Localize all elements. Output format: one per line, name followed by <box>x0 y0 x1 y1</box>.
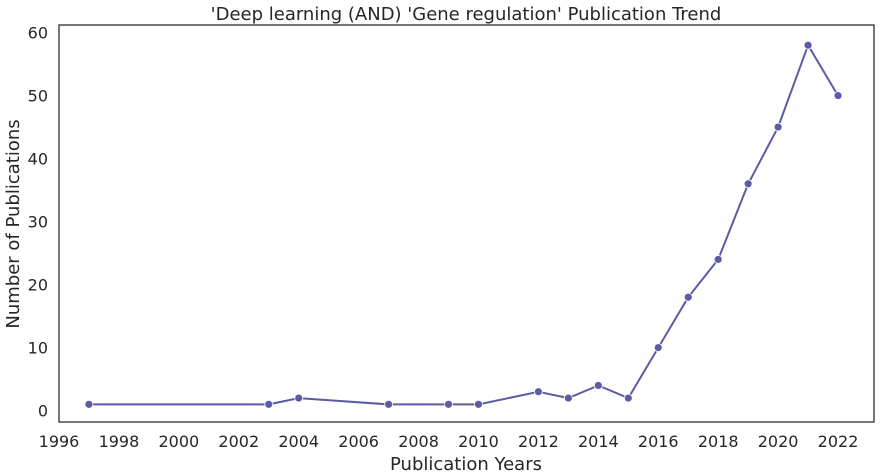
y-tick-label: 20 <box>28 276 48 295</box>
plot-frame <box>59 25 874 422</box>
axis-ticks: 1996199820002002200420062008201020122014… <box>28 24 859 451</box>
plot-area <box>85 41 842 408</box>
y-tick-label: 0 <box>38 402 48 421</box>
x-tick-label: 2010 <box>458 432 499 451</box>
series-line <box>89 45 838 404</box>
data-point <box>85 400 93 408</box>
y-tick-label: 40 <box>28 150 48 169</box>
x-tick-label: 2006 <box>338 432 379 451</box>
data-point <box>594 381 602 389</box>
data-point <box>295 394 303 402</box>
x-tick-label: 2014 <box>578 432 619 451</box>
x-axis-label: Publication Years <box>390 454 542 475</box>
y-tick-label: 30 <box>28 213 48 232</box>
data-point <box>714 255 722 263</box>
x-tick-label: 2016 <box>638 432 679 451</box>
data-point <box>654 344 662 352</box>
data-point <box>804 41 812 49</box>
y-tick-label: 60 <box>28 24 48 43</box>
data-point <box>774 123 782 131</box>
x-tick-label: 2002 <box>218 432 259 451</box>
x-tick-label: 2012 <box>518 432 559 451</box>
y-tick-label: 50 <box>28 87 48 106</box>
x-tick-label: 2000 <box>158 432 199 451</box>
data-point <box>385 400 393 408</box>
x-tick-label: 2020 <box>758 432 799 451</box>
data-point <box>624 394 632 402</box>
data-point <box>684 293 692 301</box>
x-tick-label: 2018 <box>698 432 739 451</box>
data-point <box>534 388 542 396</box>
x-tick-label: 2008 <box>398 432 439 451</box>
x-tick-label: 1996 <box>39 432 80 451</box>
data-point <box>744 180 752 188</box>
y-tick-label: 10 <box>28 339 48 358</box>
chart-title: 'Deep learning (AND) 'Gene regulation' P… <box>211 4 722 25</box>
data-point <box>834 92 842 100</box>
y-axis-label: Number of Publications <box>3 119 24 328</box>
data-point <box>265 400 273 408</box>
data-point <box>474 400 482 408</box>
x-tick-label: 2022 <box>818 432 859 451</box>
x-tick-label: 1998 <box>99 432 140 451</box>
x-tick-label: 2004 <box>278 432 319 451</box>
data-point <box>445 400 453 408</box>
data-point <box>564 394 572 402</box>
